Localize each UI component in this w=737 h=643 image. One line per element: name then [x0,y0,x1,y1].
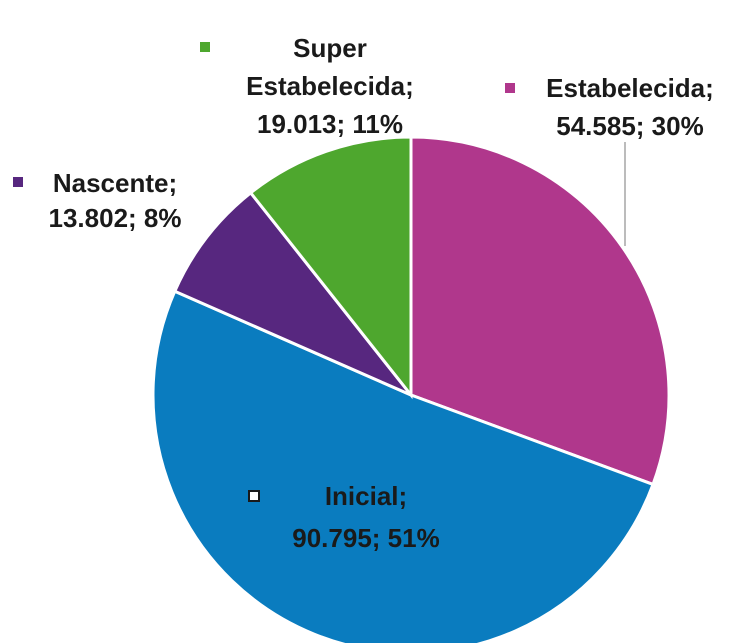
pie-slice [151,289,655,643]
pie-slice [172,190,413,397]
data-label: Nascente; [53,168,177,198]
label-marker [200,42,210,52]
data-label: Estabelecida; [246,71,414,101]
pie-slice [248,135,413,400]
data-label: 54.585; 30% [556,111,703,141]
pie-slice [409,135,671,487]
label-marker [505,83,515,93]
data-label: Estabelecida; [546,73,714,103]
data-label: 13.802; 8% [49,203,182,233]
data-label: 19.013; 11% [257,109,403,139]
label-marker [13,177,23,187]
label-marker [248,490,260,502]
data-label: 90.795; 51% [292,523,439,553]
data-label: Inicial; [325,481,407,511]
data-label: Super [293,33,367,63]
